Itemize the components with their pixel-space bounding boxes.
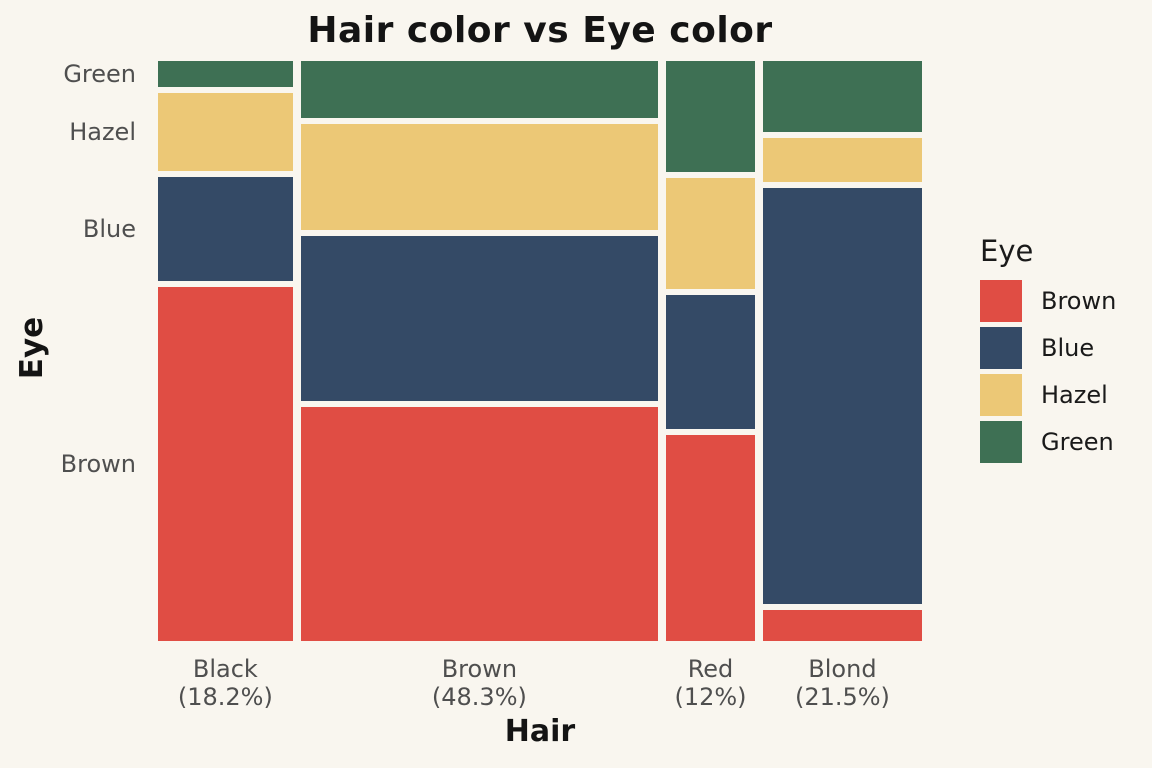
legend-swatch-green (980, 421, 1022, 463)
x-tick-label: Brown (441, 655, 518, 683)
y-tick-brown: Brown (60, 449, 136, 478)
x-tick-percent: (18.2%) (177, 683, 273, 711)
legend-item: Hazel (980, 374, 1152, 416)
segment-blond-hazel (762, 137, 922, 183)
segment-blond-green (762, 61, 922, 132)
x-tick-label: Red (687, 655, 734, 683)
segment-black-blue (158, 176, 293, 281)
legend-label: Green (1041, 428, 1114, 456)
segment-blond-brown (762, 610, 922, 641)
legend-label: Hazel (1041, 381, 1108, 409)
segment-black-brown (158, 286, 293, 641)
x-tick-label: Blond (808, 655, 877, 683)
x-tick-brown: Brown (48.3%) (432, 655, 527, 711)
y-axis-title: Eye (14, 316, 50, 380)
x-tick-blond: Blond (21.5%) (795, 655, 890, 711)
legend-swatch-blue (980, 327, 1022, 369)
segment-brown-blue (300, 235, 659, 402)
segment-blond-blue (762, 188, 922, 605)
y-tick-blue: Blue (82, 214, 136, 243)
x-tick-percent: (48.3%) (431, 683, 527, 711)
segment-red-green (666, 61, 755, 172)
y-tick-green: Green (63, 59, 136, 88)
legend-title: Eye (980, 234, 1034, 268)
segment-black-hazel (158, 92, 293, 171)
segment-red-hazel (666, 177, 755, 289)
chart-title: Hair color vs Eye color (307, 10, 773, 51)
segment-brown-hazel (300, 123, 659, 230)
x-tick-label: Black (192, 655, 258, 683)
legend-swatch-brown (980, 280, 1022, 322)
x-tick-percent: (12%) (674, 683, 747, 711)
segment-red-brown (666, 435, 755, 641)
segment-black-green (158, 61, 293, 87)
legend: Eye Brown Blue Hazel Green (980, 234, 1152, 468)
legend-label: Blue (1041, 334, 1095, 362)
x-tick-red: Red (12%) (674, 655, 746, 711)
legend-label: Brown (1041, 287, 1117, 315)
x-axis-title: Hair (504, 714, 576, 749)
segment-brown-brown (300, 407, 659, 641)
legend-item: Brown (980, 280, 1152, 322)
x-tick-percent: (21.5%) (794, 683, 890, 711)
y-tick-hazel: Hazel (69, 117, 136, 146)
segment-brown-green (300, 61, 659, 118)
legend-swatch-hazel (980, 374, 1022, 416)
legend-item: Green (980, 421, 1152, 463)
x-tick-black: Black (18.2%) (178, 655, 273, 711)
segment-red-blue (666, 294, 755, 430)
legend-item: Blue (980, 327, 1152, 369)
